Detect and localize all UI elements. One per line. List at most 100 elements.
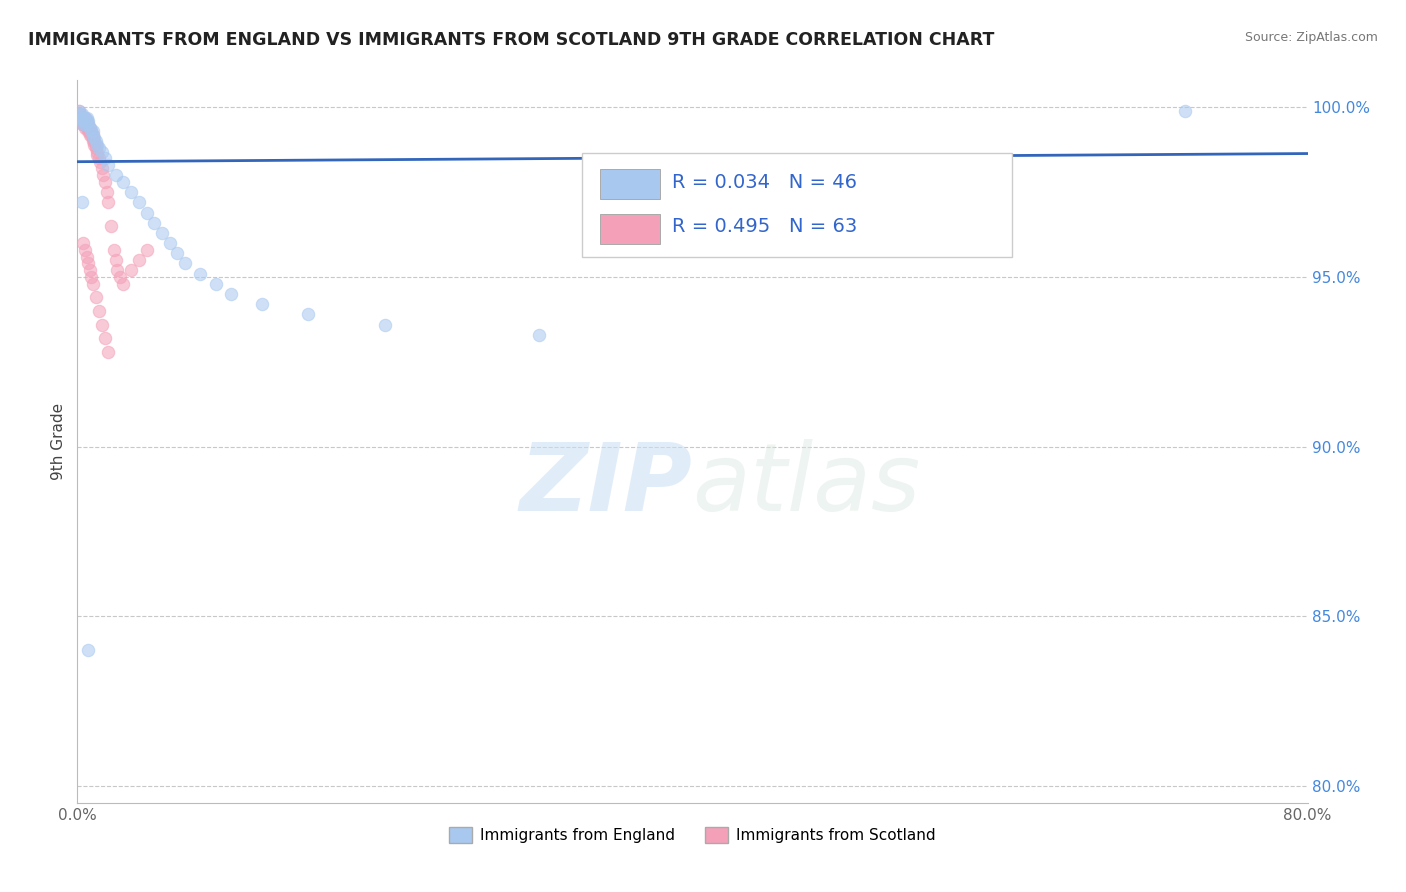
Point (84, 290, 107, 304)
Point (72, 114, 94, 128)
Point (67, 107, 90, 121)
Point (76, 114, 98, 128)
Point (69, 111, 91, 125)
Point (374, 318, 396, 332)
Point (166, 246, 188, 260)
Text: R = 0.034   N = 46: R = 0.034 N = 46 (672, 173, 856, 192)
Point (72, 114, 94, 128)
Point (128, 253, 150, 268)
Point (89, 154, 111, 169)
Point (87, 304, 110, 318)
Point (80, 128, 103, 142)
Point (79, 120, 101, 135)
Point (250, 297, 273, 311)
Point (204, 277, 226, 291)
Point (219, 287, 242, 301)
Point (70, 111, 93, 125)
Point (70, 117, 93, 131)
Point (94, 175, 117, 189)
Point (120, 263, 142, 277)
Point (73, 111, 96, 125)
Point (104, 253, 127, 268)
Point (77, 256, 100, 270)
Point (77, 117, 100, 131)
Point (94, 331, 117, 345)
Point (73, 120, 96, 135)
Point (70, 107, 93, 121)
Point (112, 277, 135, 291)
Point (174, 256, 197, 270)
Point (83, 131, 105, 145)
Point (79, 124, 101, 138)
Point (120, 185, 142, 199)
Point (72, 236, 94, 251)
Point (73, 117, 96, 131)
Point (86, 145, 108, 159)
Point (77, 117, 100, 131)
Point (135, 243, 157, 257)
Point (73, 111, 96, 125)
Point (72, 117, 94, 131)
Point (188, 267, 212, 281)
Point (70, 114, 93, 128)
Point (86, 137, 108, 152)
Y-axis label: 9th Grade: 9th Grade (51, 403, 66, 480)
Point (90, 318, 114, 332)
Point (104, 168, 127, 182)
Point (84, 134, 107, 148)
Point (80, 124, 103, 138)
Point (83, 137, 105, 152)
Point (96, 185, 118, 199)
Point (77, 643, 100, 657)
Point (83, 134, 105, 148)
FancyBboxPatch shape (600, 169, 661, 200)
Point (84, 137, 107, 152)
Point (72, 111, 94, 125)
Point (73, 243, 96, 257)
Point (97, 195, 120, 210)
Point (97, 344, 120, 359)
Point (94, 151, 117, 165)
Point (135, 205, 157, 219)
Point (128, 195, 150, 210)
Text: Source: ZipAtlas.com: Source: ZipAtlas.com (1244, 31, 1378, 45)
Point (80, 270, 103, 285)
FancyBboxPatch shape (600, 214, 661, 244)
Point (77, 120, 100, 135)
Point (79, 120, 101, 135)
Point (69, 111, 91, 125)
Point (159, 236, 181, 251)
Point (297, 307, 319, 321)
Text: atlas: atlas (693, 440, 921, 531)
Legend: Immigrants from England, Immigrants from Scotland: Immigrants from England, Immigrants from… (443, 822, 942, 849)
Point (527, 327, 550, 342)
Point (77, 114, 100, 128)
Point (76, 117, 98, 131)
Point (86, 148, 108, 162)
Point (82, 134, 104, 148)
Point (103, 243, 125, 257)
Point (100, 219, 122, 234)
Point (112, 175, 135, 189)
Point (70, 111, 93, 125)
Point (72, 117, 94, 131)
Point (90, 161, 114, 176)
Point (73, 117, 96, 131)
Point (70, 195, 93, 210)
Point (87, 141, 110, 155)
Point (73, 114, 96, 128)
Point (67, 103, 90, 118)
Point (80, 124, 103, 138)
Text: R = 0.495   N = 63: R = 0.495 N = 63 (672, 218, 856, 236)
Point (82, 128, 104, 142)
Point (97, 158, 120, 172)
Point (150, 226, 173, 240)
Point (69, 107, 91, 121)
Point (76, 114, 98, 128)
Point (84, 141, 107, 155)
Point (76, 120, 98, 135)
Text: ZIP: ZIP (520, 439, 693, 531)
Point (90, 145, 114, 159)
Point (93, 168, 115, 182)
Point (73, 114, 96, 128)
